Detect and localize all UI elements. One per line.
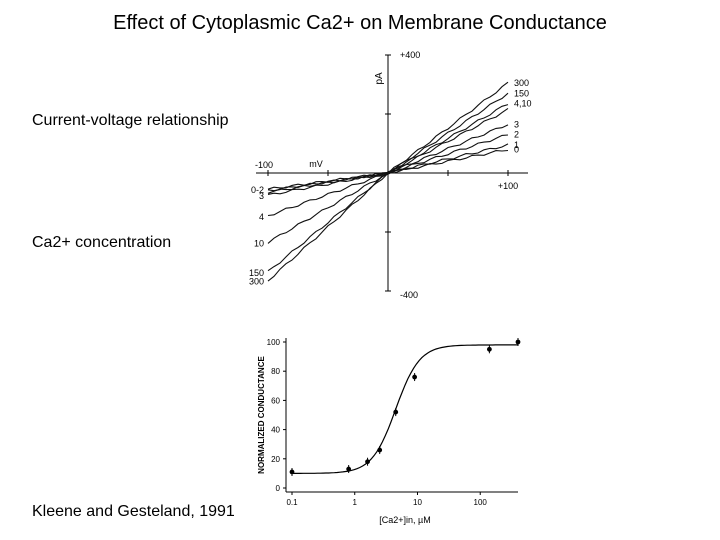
iv-chart: +400-400-100+100mVpA0-2012334104,1015015… [249,50,532,300]
citation-text: Kleene and Gesteland, 1991 [32,503,235,520]
iv-series-label-left: 10 [254,238,264,248]
dr-y-tick-label: 20 [271,455,280,464]
dr-data-point [289,469,295,475]
dr-x-tick-label: 100 [474,498,488,507]
iv-series-label-right: 3 [514,119,519,129]
dr-x-tick-label: 1 [353,498,358,507]
iv-series-label-right: 0 [514,144,519,154]
dr-data-point [515,339,521,345]
iv-x-tick-label: +100 [498,181,518,191]
iv-section-label: Current-voltage relationship [32,112,229,129]
iv-series-label-right: 300 [514,78,529,88]
dr-fit-curve [292,344,518,474]
dr-data-point [346,466,352,472]
iv-series-label-left: 300 [249,277,264,287]
dr-y-tick-label: 40 [271,426,280,435]
dr-data-point [412,374,418,380]
dr-data-point [393,409,399,415]
iv-y-axis-label: pA [374,72,385,85]
iv-series-label-right: 4,10 [514,99,532,109]
dr-x-tick-label: 0.1 [286,498,298,507]
iv-y-tick-label: +400 [400,50,420,60]
iv-series-label-left: 0-2 [251,185,264,195]
iv-series-label-left: 3 [259,191,264,201]
dr-y-tick-label: 100 [267,338,281,347]
iv-x-tick-label: -100 [255,160,273,170]
iv-series-line [267,104,509,244]
iv-series-label-left: 4 [259,212,264,222]
iv-series-label-right: 150 [514,88,529,98]
dr-y-tick-label: 60 [271,396,280,405]
concentration-section-label: Ca2+ concentration [32,234,172,251]
slide-title: Effect of Cytoplasmic Ca2+ on Membrane C… [113,12,607,34]
iv-x-axis-label: mV [309,159,323,169]
iv-y-tick-label: -400 [400,290,418,300]
dr-data-point [486,346,492,352]
iv-series-label-right: 2 [514,130,519,140]
iv-series-label-right: 1 [514,140,519,150]
iv-series-line [267,81,509,282]
dr-data-point [365,459,370,465]
dr-y-tick-label: 80 [271,367,280,376]
dr-x-axis-label: [Ca2+]in, µM [379,515,430,525]
dr-y-axis-label: NORMALIZED CONDUCTANCE [257,356,266,474]
dr-data-point [377,447,383,453]
dr-x-tick-label: 10 [413,498,422,507]
iv-series-label-left: 150 [249,268,264,278]
dr-y-tick-label: 0 [276,484,281,493]
